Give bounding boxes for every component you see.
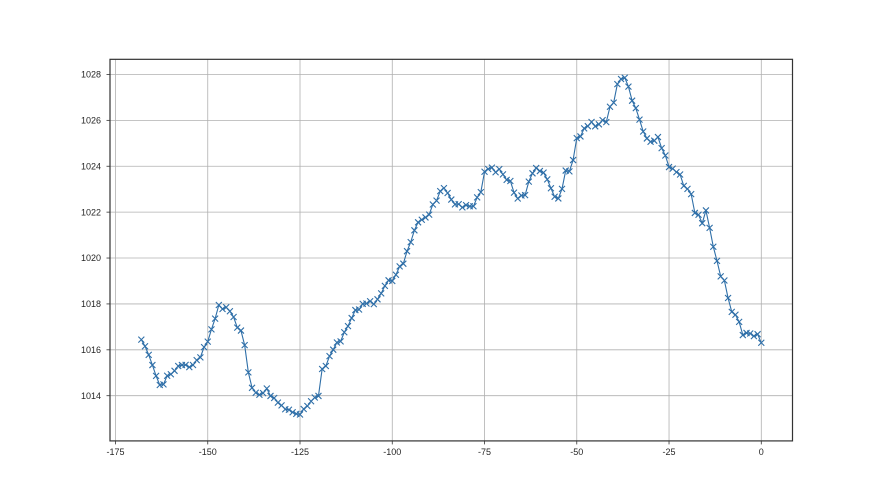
svg-text:-50: -50: [570, 447, 583, 457]
svg-text:1022: 1022: [81, 207, 101, 217]
svg-text:1018: 1018: [81, 299, 101, 309]
svg-text:-25: -25: [663, 447, 676, 457]
svg-text:1020: 1020: [81, 253, 101, 263]
svg-text:1026: 1026: [81, 116, 101, 126]
svg-text:-150: -150: [199, 447, 217, 457]
svg-text:-125: -125: [291, 447, 309, 457]
svg-text:1024: 1024: [81, 161, 101, 171]
svg-text:-100: -100: [383, 447, 401, 457]
svg-text:-175: -175: [106, 447, 124, 457]
svg-text:1028: 1028: [81, 70, 101, 80]
svg-text:1016: 1016: [81, 345, 101, 355]
svg-text:-75: -75: [478, 447, 491, 457]
svg-text:0: 0: [759, 447, 764, 457]
svg-text:1014: 1014: [81, 391, 101, 401]
